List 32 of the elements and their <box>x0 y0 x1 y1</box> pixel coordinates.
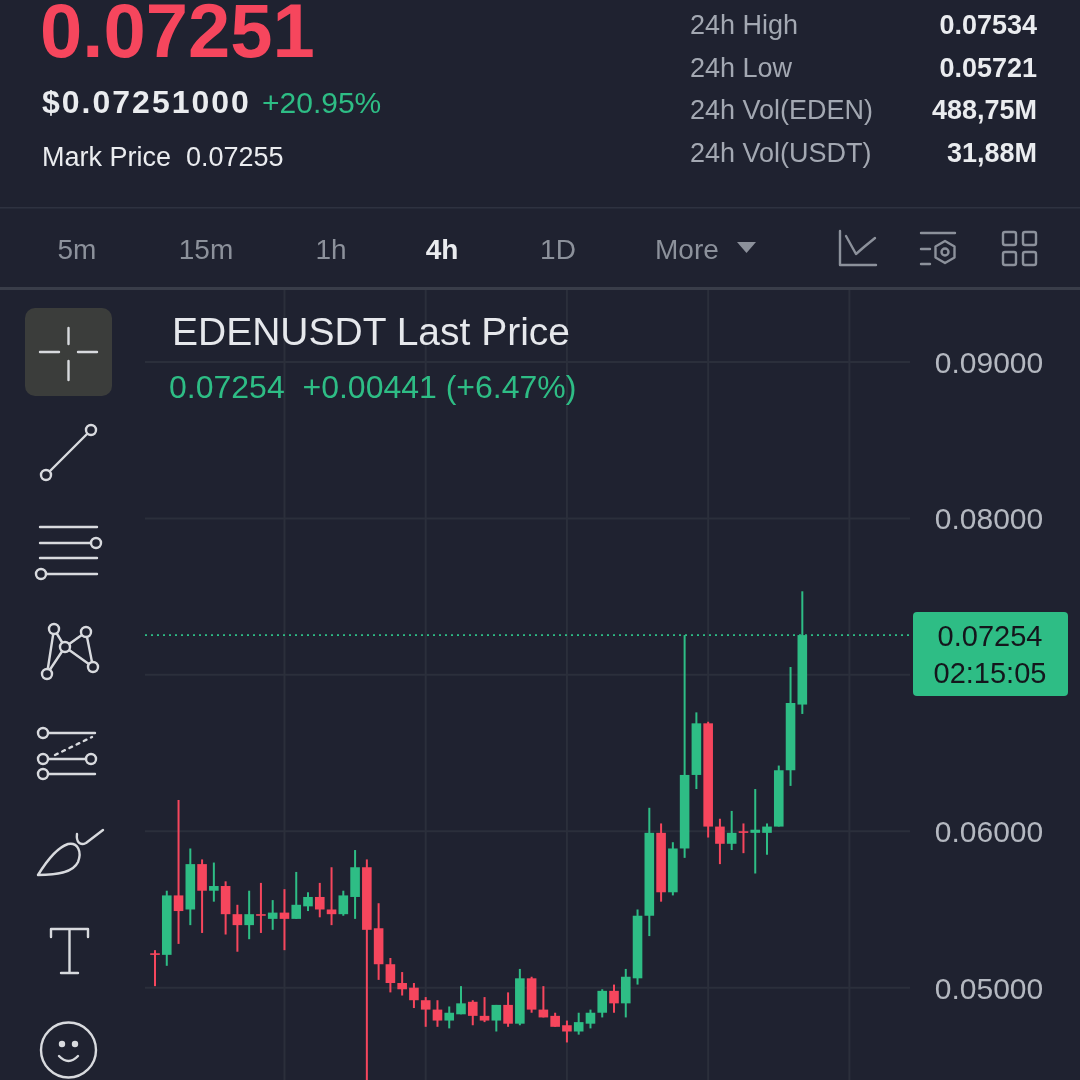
text: +20.95% <box>262 86 382 119</box>
text: 15m <box>178 234 234 265</box>
y-tick-label: 0.09000 <box>934 345 1044 379</box>
ref-line-label: 0.07254 02:15:05 <box>933 620 1047 690</box>
text: 31,88M <box>946 138 1037 168</box>
candlestick <box>738 823 749 854</box>
text: 1h <box>315 234 347 265</box>
text: 24h Vol(EDEN) <box>690 95 874 125</box>
text: 0.07255 <box>186 142 284 172</box>
text: EDENUSDT Last Price <box>172 310 571 353</box>
text: 1D <box>540 234 576 265</box>
text: 0.07254 +0.00441 (+6.47%) <box>169 369 577 405</box>
y-tick-label: 0.08000 <box>934 501 1044 535</box>
text: 0.07251 <box>40 0 315 73</box>
candlestick <box>279 889 290 951</box>
y-tick-label: 0.06000 <box>934 814 1044 848</box>
text: Mark Price <box>42 142 172 172</box>
text: More <box>655 234 719 265</box>
text: 488,75M <box>931 95 1037 125</box>
text: 4h <box>425 234 459 265</box>
candlestick <box>326 867 337 926</box>
candlestick <box>256 882 266 933</box>
candlestick <box>750 789 761 874</box>
text: 5m <box>57 234 97 265</box>
text: 24h Low <box>690 53 793 83</box>
text: 24h High <box>690 10 799 40</box>
text: 0.07534 <box>939 10 1037 40</box>
candlestick <box>150 950 160 987</box>
y-tick-label: 0.05000 <box>934 971 1044 1005</box>
text: 0.05721 <box>939 53 1037 83</box>
text: 24h Vol(USDT) <box>690 138 872 168</box>
text: $0.07251000 <box>42 84 251 120</box>
